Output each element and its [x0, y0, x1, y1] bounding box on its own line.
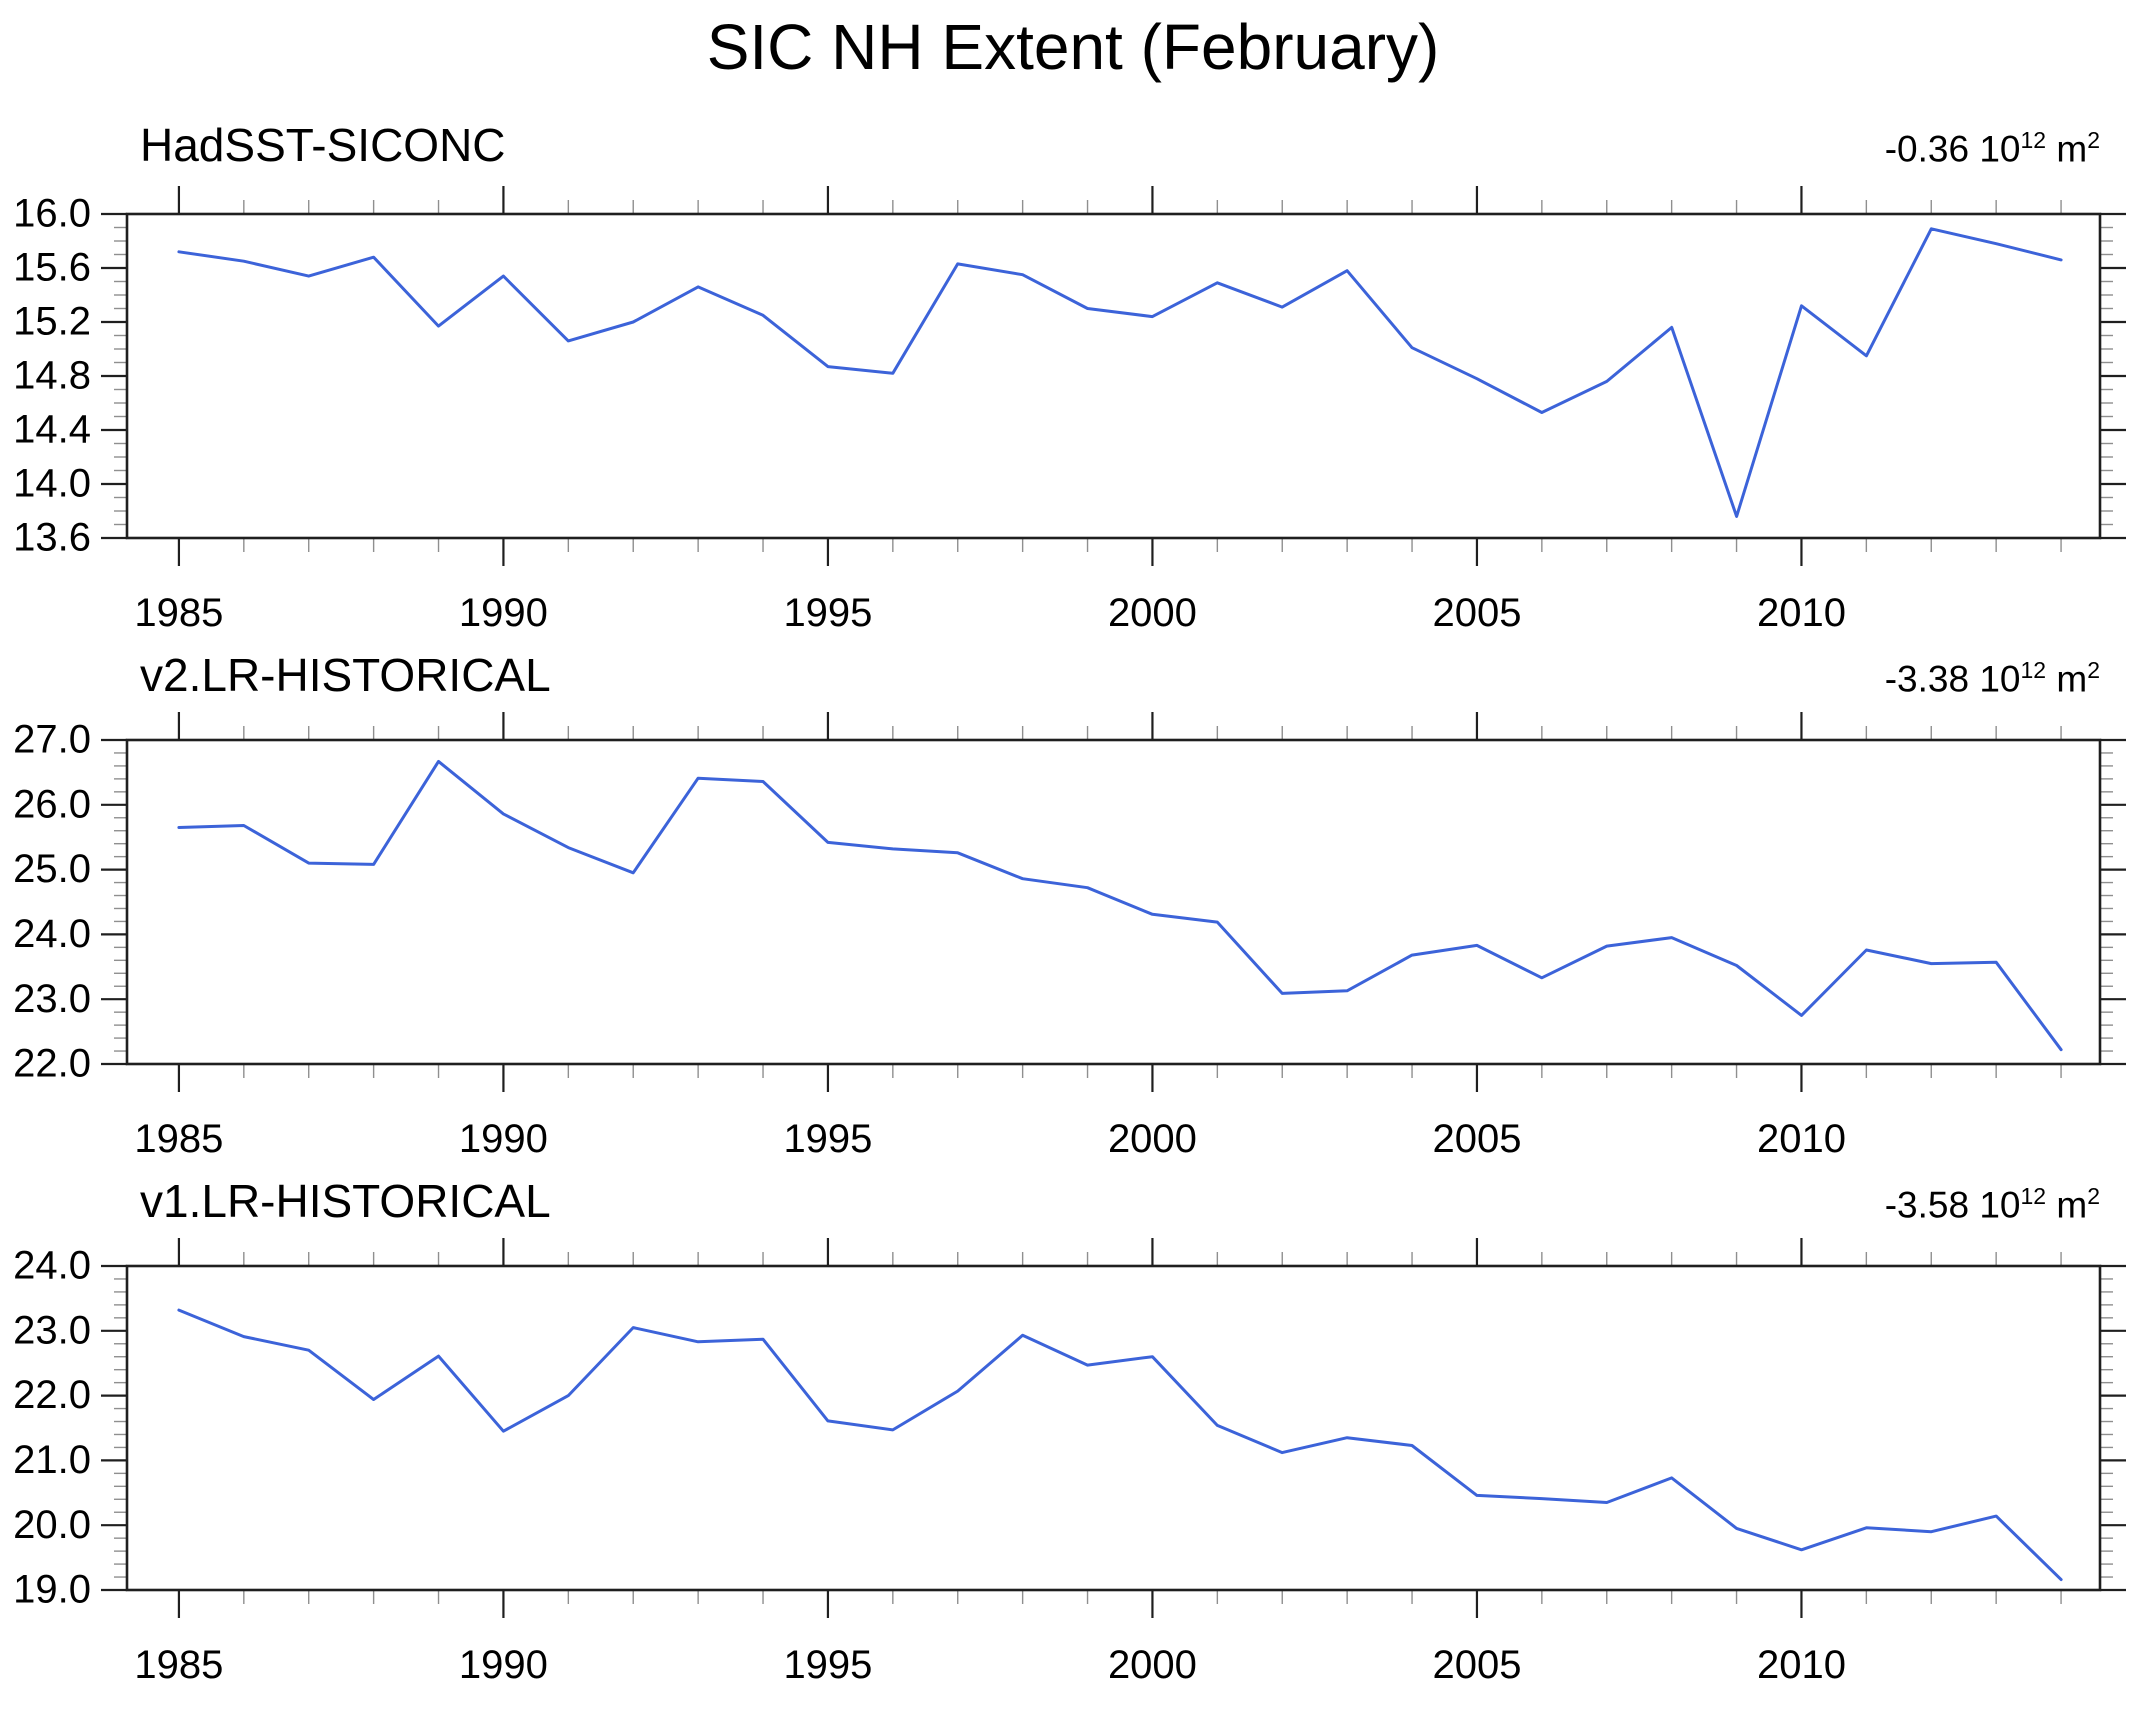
panel-header-hadsst: HadSST-SICONC -0.36 1012 m2 [0, 118, 2146, 172]
trend-annotation-v1lr: -3.58 1012 m2 [1885, 1183, 2100, 1226]
panel-header-v1lr: v1.LR-HISTORICAL -3.58 1012 m2 [0, 1174, 2146, 1228]
x-tick-label: 2000 [1108, 591, 1197, 635]
panel-title-v1lr: v1.LR-HISTORICAL [140, 1175, 551, 1227]
x-tick-label: 2010 [1757, 591, 1846, 635]
x-tick-label: 1995 [783, 1117, 872, 1161]
x-tick-label: 1990 [459, 1117, 548, 1161]
y-tick-label: 15.2 [13, 300, 91, 344]
x-tick-label: 1995 [783, 1643, 872, 1687]
trend-power-exp: 12 [2020, 656, 2047, 683]
x-tick-label: 2005 [1432, 591, 1521, 635]
trend-unit-exp: 2 [2087, 1182, 2100, 1209]
y-tick-label: 19.0 [13, 1568, 91, 1612]
y-tick-label: 22.0 [13, 1373, 91, 1417]
trend-annotation-v2lr: -3.38 1012 m2 [1885, 657, 2100, 700]
y-tick-label: 22.0 [13, 1042, 91, 1086]
trend-value: -0.36 [1884, 128, 1970, 169]
y-tick-label: 21.0 [13, 1438, 91, 1482]
x-tick-label: 1990 [459, 591, 548, 635]
y-tick-label: 23.0 [13, 1308, 91, 1352]
trend-unit: m [2056, 128, 2088, 169]
y-tick-label: 25.0 [13, 847, 91, 891]
plot-hadsst-siconc: 13.6 14.0 14.4 14.8 15.2 15.6 16.0 1985 1990 1995… [13, 186, 2126, 635]
trend-power-base: 10 [1979, 128, 2021, 169]
trend-unit: m [2056, 1184, 2088, 1225]
panel-header-v2lr: v2.LR-HISTORICAL -3.38 1012 m2 [0, 648, 2146, 702]
trend-value: -3.38 [1884, 658, 1970, 699]
y-tick-label: 13.6 [13, 516, 91, 560]
series-line [177, 759, 2063, 1052]
x-tick-label: 2010 [1757, 1117, 1846, 1161]
axis-border [125, 738, 2102, 1066]
x-tick-label: 2005 [1432, 1117, 1521, 1161]
trend-power-base: 10 [1979, 658, 2021, 699]
trend-value: -3.58 [1884, 1184, 1970, 1225]
x-tick-label: 2000 [1108, 1643, 1197, 1687]
y-tick-label: 26.0 [13, 782, 91, 826]
y-tick-label: 14.4 [13, 408, 91, 452]
x-tick-label: 2005 [1432, 1643, 1521, 1687]
x-tick-label: 2010 [1757, 1643, 1846, 1687]
y-tick-label: 16.0 [13, 192, 91, 236]
y-tick-label: 20.0 [13, 1503, 91, 1547]
trend-unit-exp: 2 [2087, 656, 2100, 683]
panel-title-hadsst: HadSST-SICONC [140, 119, 506, 171]
x-tick-label: 1985 [134, 1117, 223, 1161]
y-tick-label: 24.0 [13, 1244, 91, 1288]
panel-title-v2lr: v2.LR-HISTORICAL [140, 649, 551, 701]
plot-v2-lr-historical: 22.0 23.0 24.0 25.0 26.0 27.0 1985 1990 1995 2000… [13, 712, 2126, 1161]
x-tick-label: 2000 [1108, 1117, 1197, 1161]
y-tick-label: 23.0 [13, 977, 91, 1021]
axis-border [125, 212, 2102, 540]
x-tick-label: 1990 [459, 1643, 548, 1687]
trend-power-base: 10 [1979, 1184, 2021, 1225]
trend-unit: m [2056, 658, 2088, 699]
axis-border [125, 1264, 2102, 1592]
series-line [177, 1308, 2063, 1582]
x-tick-label: 1985 [134, 1643, 223, 1687]
trend-unit-exp: 2 [2087, 126, 2100, 153]
figure-title: SIC NH Extent (February) [706, 11, 1440, 83]
trend-power-exp: 12 [2020, 126, 2047, 153]
y-tick-label: 14.8 [13, 354, 91, 398]
y-tick-label: 24.0 [13, 912, 91, 956]
plot-v1-lr-historical: 19.0 20.0 21.0 22.0 23.0 24.0 1985 1990 1995 2000… [13, 1238, 2126, 1687]
x-tick-label: 1985 [134, 591, 223, 635]
trend-power-exp: 12 [2020, 1182, 2047, 1209]
y-tick-label: 14.0 [13, 462, 91, 506]
y-tick-label: 15.6 [13, 246, 91, 290]
trend-annotation-hadsst: -0.36 1012 m2 [1885, 127, 2100, 170]
series-line [177, 227, 2063, 518]
y-tick-label: 27.0 [13, 718, 91, 762]
x-tick-label: 1995 [783, 591, 872, 635]
